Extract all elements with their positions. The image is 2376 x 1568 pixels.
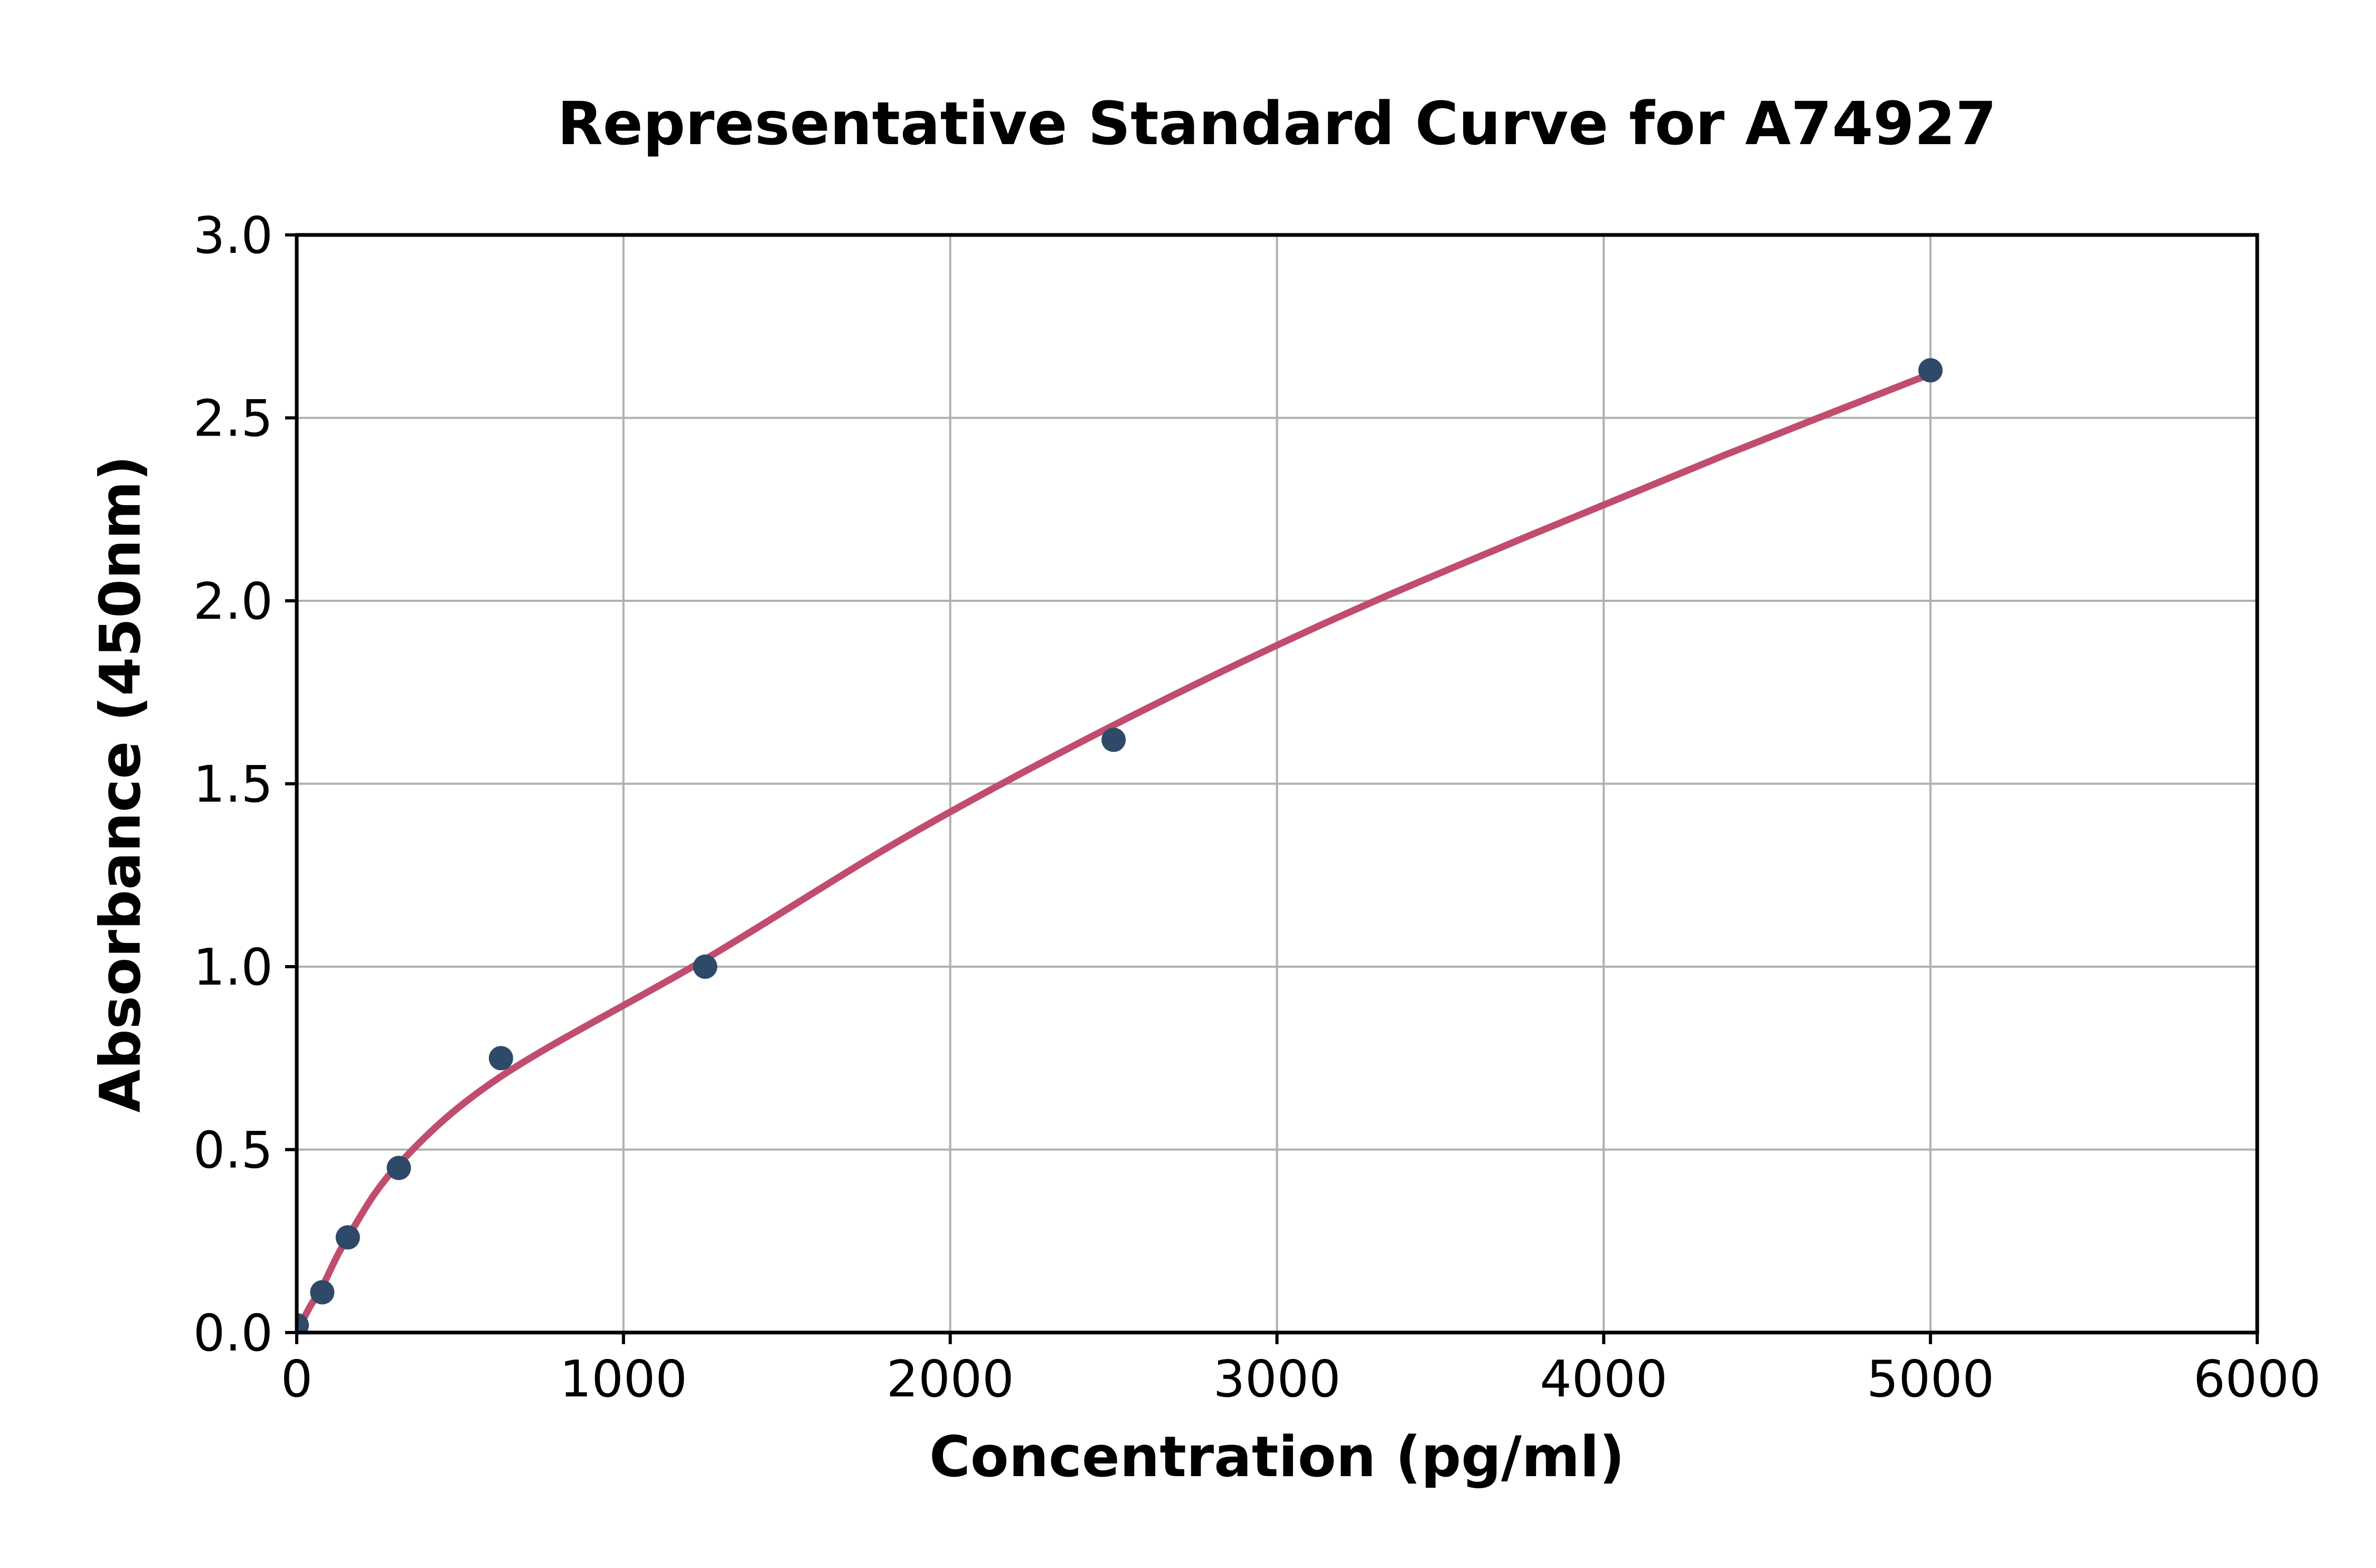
data-point (1918, 358, 1943, 383)
data-point (310, 1280, 335, 1305)
data-point (1101, 728, 1126, 752)
data-point (488, 1046, 513, 1071)
data-point (386, 1156, 411, 1180)
x-tick-label: 6000 (2193, 1350, 2321, 1409)
y-tick-label: 2.5 (193, 390, 273, 448)
y-tick-label: 2.0 (193, 573, 273, 631)
y-tick-label: 0.5 (193, 1122, 273, 1180)
x-tick-label: 5000 (1866, 1350, 1994, 1409)
x-tick-label: 1000 (560, 1350, 687, 1409)
x-tick-label: 0 (281, 1350, 313, 1409)
y-tick-label: 1.0 (193, 939, 273, 997)
y-tick-label: 0.0 (193, 1305, 273, 1363)
x-tick-label: 3000 (1213, 1350, 1341, 1409)
data-point (335, 1225, 360, 1250)
chart-title: Representative Standard Curve for A74927 (557, 90, 1997, 158)
data-layer (297, 358, 1943, 1333)
data-point (297, 1313, 309, 1333)
x-tick-label: 4000 (1540, 1350, 1667, 1409)
fitted-curve (297, 370, 1934, 1333)
x-axis-label: Concentration (pg/ml) (929, 1424, 1625, 1489)
y-tick-label: 3.0 (193, 207, 273, 265)
data-point (693, 955, 718, 979)
y-tick-label: 1.5 (193, 756, 273, 814)
x-tick-label: 2000 (887, 1350, 1014, 1409)
